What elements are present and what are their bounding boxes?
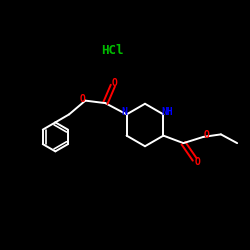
Text: HCl: HCl xyxy=(101,44,124,57)
Text: N: N xyxy=(122,107,128,117)
Text: O: O xyxy=(111,78,117,88)
Text: O: O xyxy=(80,94,85,104)
Text: NH: NH xyxy=(161,107,173,117)
Text: O: O xyxy=(194,157,200,167)
Text: O: O xyxy=(204,130,209,140)
